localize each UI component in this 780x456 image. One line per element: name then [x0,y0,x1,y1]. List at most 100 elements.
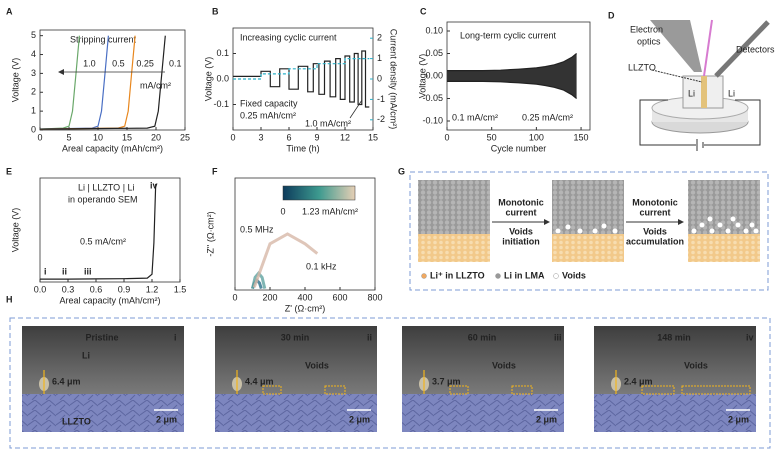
circuit [704,99,761,146]
sem-index: i [174,332,177,342]
sem-llzto [402,394,564,432]
legend-label: 0.25 [136,58,154,68]
diagram-label: Electron [630,24,663,34]
panel-label: D [608,10,615,20]
scale-label: 2 μm [536,414,557,424]
sem-llzto [215,394,377,432]
sem-llzto [594,394,756,432]
annotation: 0.25 mA/cm² [522,112,573,122]
y-tick-label: 0.05 [425,48,443,58]
annotation: Li | LLZTO | Li [78,182,135,192]
sem-index: iii [554,332,562,342]
y-tick-label: 0.00 [425,70,443,80]
x-tick-label: 50 [487,132,497,142]
arrow-label: initiation [502,236,540,246]
annotation: in operando SEM [68,194,138,204]
arrow-label: Voids [643,226,667,236]
panel-label: C [420,6,427,16]
x-tick-label: 1.5 [174,284,187,294]
legend-label: 1.0 [83,58,96,68]
panel-label: B [212,6,219,16]
x-tick-label: 0 [37,132,42,142]
data-line [233,58,370,80]
void [717,222,723,228]
data-line [39,35,166,130]
data-line [233,50,370,108]
x-axis-label: Cycle number [491,143,547,153]
llzto [552,234,624,262]
legend-label: Voids [562,270,586,280]
void [699,222,705,228]
y-tick-label: -0.10 [422,115,443,125]
x-axis-label: Areal capacity (mAh/cm²) [59,295,160,305]
legend-dot [495,273,501,279]
panel-label: H [6,294,13,304]
chart-title: Long-term cyclic current [460,30,557,40]
x-tick-label: 200 [262,292,277,302]
sem-title: Pristine [85,332,118,342]
sem-li [402,326,564,394]
colorbar [282,185,356,201]
arrow-label: Monotonic [498,197,544,207]
data-line [40,183,157,280]
y2-tick-label: 0 [377,73,382,83]
x-tick-label: 150 [574,132,589,142]
void-box [324,385,346,395]
sem-title: 60 min [468,332,497,342]
colorbar-label: 0 [280,206,285,216]
x-tick-label: 0.3 [62,284,75,294]
annotation: iii [84,266,92,276]
annotation: 0.1 mA/cm² [452,112,498,122]
annotation: iv [150,180,158,190]
arrow-label: Voids [509,226,533,236]
sem-title: 30 min [281,332,310,342]
annotation: Fixed capacity [240,98,298,108]
arrow-label: Monotonic [632,197,678,207]
y-tick-label: 2 [31,87,36,97]
y-tick-label: 5 [31,30,36,40]
scale-label: 2 μm [728,414,749,424]
annotation: mA/cm² [140,80,171,90]
x-tick-label: 800 [367,292,382,302]
scale-label: 2 μm [156,414,177,424]
y-axis-label: Voltage (V) [10,208,20,253]
voids-label: Voids [305,360,329,370]
y2-tick-label: -1 [377,94,385,104]
void [565,224,571,230]
y2-tick-label: -2 [377,114,385,124]
panel-label: A [6,6,13,16]
annotation: ii [62,266,67,276]
x-tick-label: 15 [122,132,132,142]
x-tick-label: 20 [151,132,161,142]
void [592,228,598,234]
y-tick-label: -0.1 [213,99,229,109]
y-axis-label: Voltage (V) [10,58,20,103]
arrow-head [678,219,684,225]
void-box [511,385,533,395]
x-tick-label: 9 [314,132,319,142]
legend-dot [421,273,427,279]
x-tick-label: 1.2 [146,284,159,294]
y-tick-label: 4 [31,49,36,59]
y-tick-label: 0 [31,124,36,134]
x-tick-label: 0 [444,132,449,142]
arrow-label: current [639,207,670,217]
void [725,228,731,234]
panel-label: G [398,166,405,176]
envelope [447,53,577,99]
arrow-label: current [505,207,536,217]
plot-frame [39,29,186,131]
annotation: 0.25 mAh/cm² [240,110,296,120]
sem-label: Li [82,350,90,360]
arrow-head [544,219,550,225]
y-tick-label: 3 [31,68,36,78]
electron-optics [650,20,702,72]
void-box [262,385,282,395]
void [709,228,715,234]
x-tick-label: 600 [332,292,347,302]
chart-title: Increasing cyclic current [240,32,337,42]
llzto [418,234,490,262]
panel-box [9,317,771,449]
legend-dot [553,273,559,279]
arrow-label: accumulation [626,236,684,246]
